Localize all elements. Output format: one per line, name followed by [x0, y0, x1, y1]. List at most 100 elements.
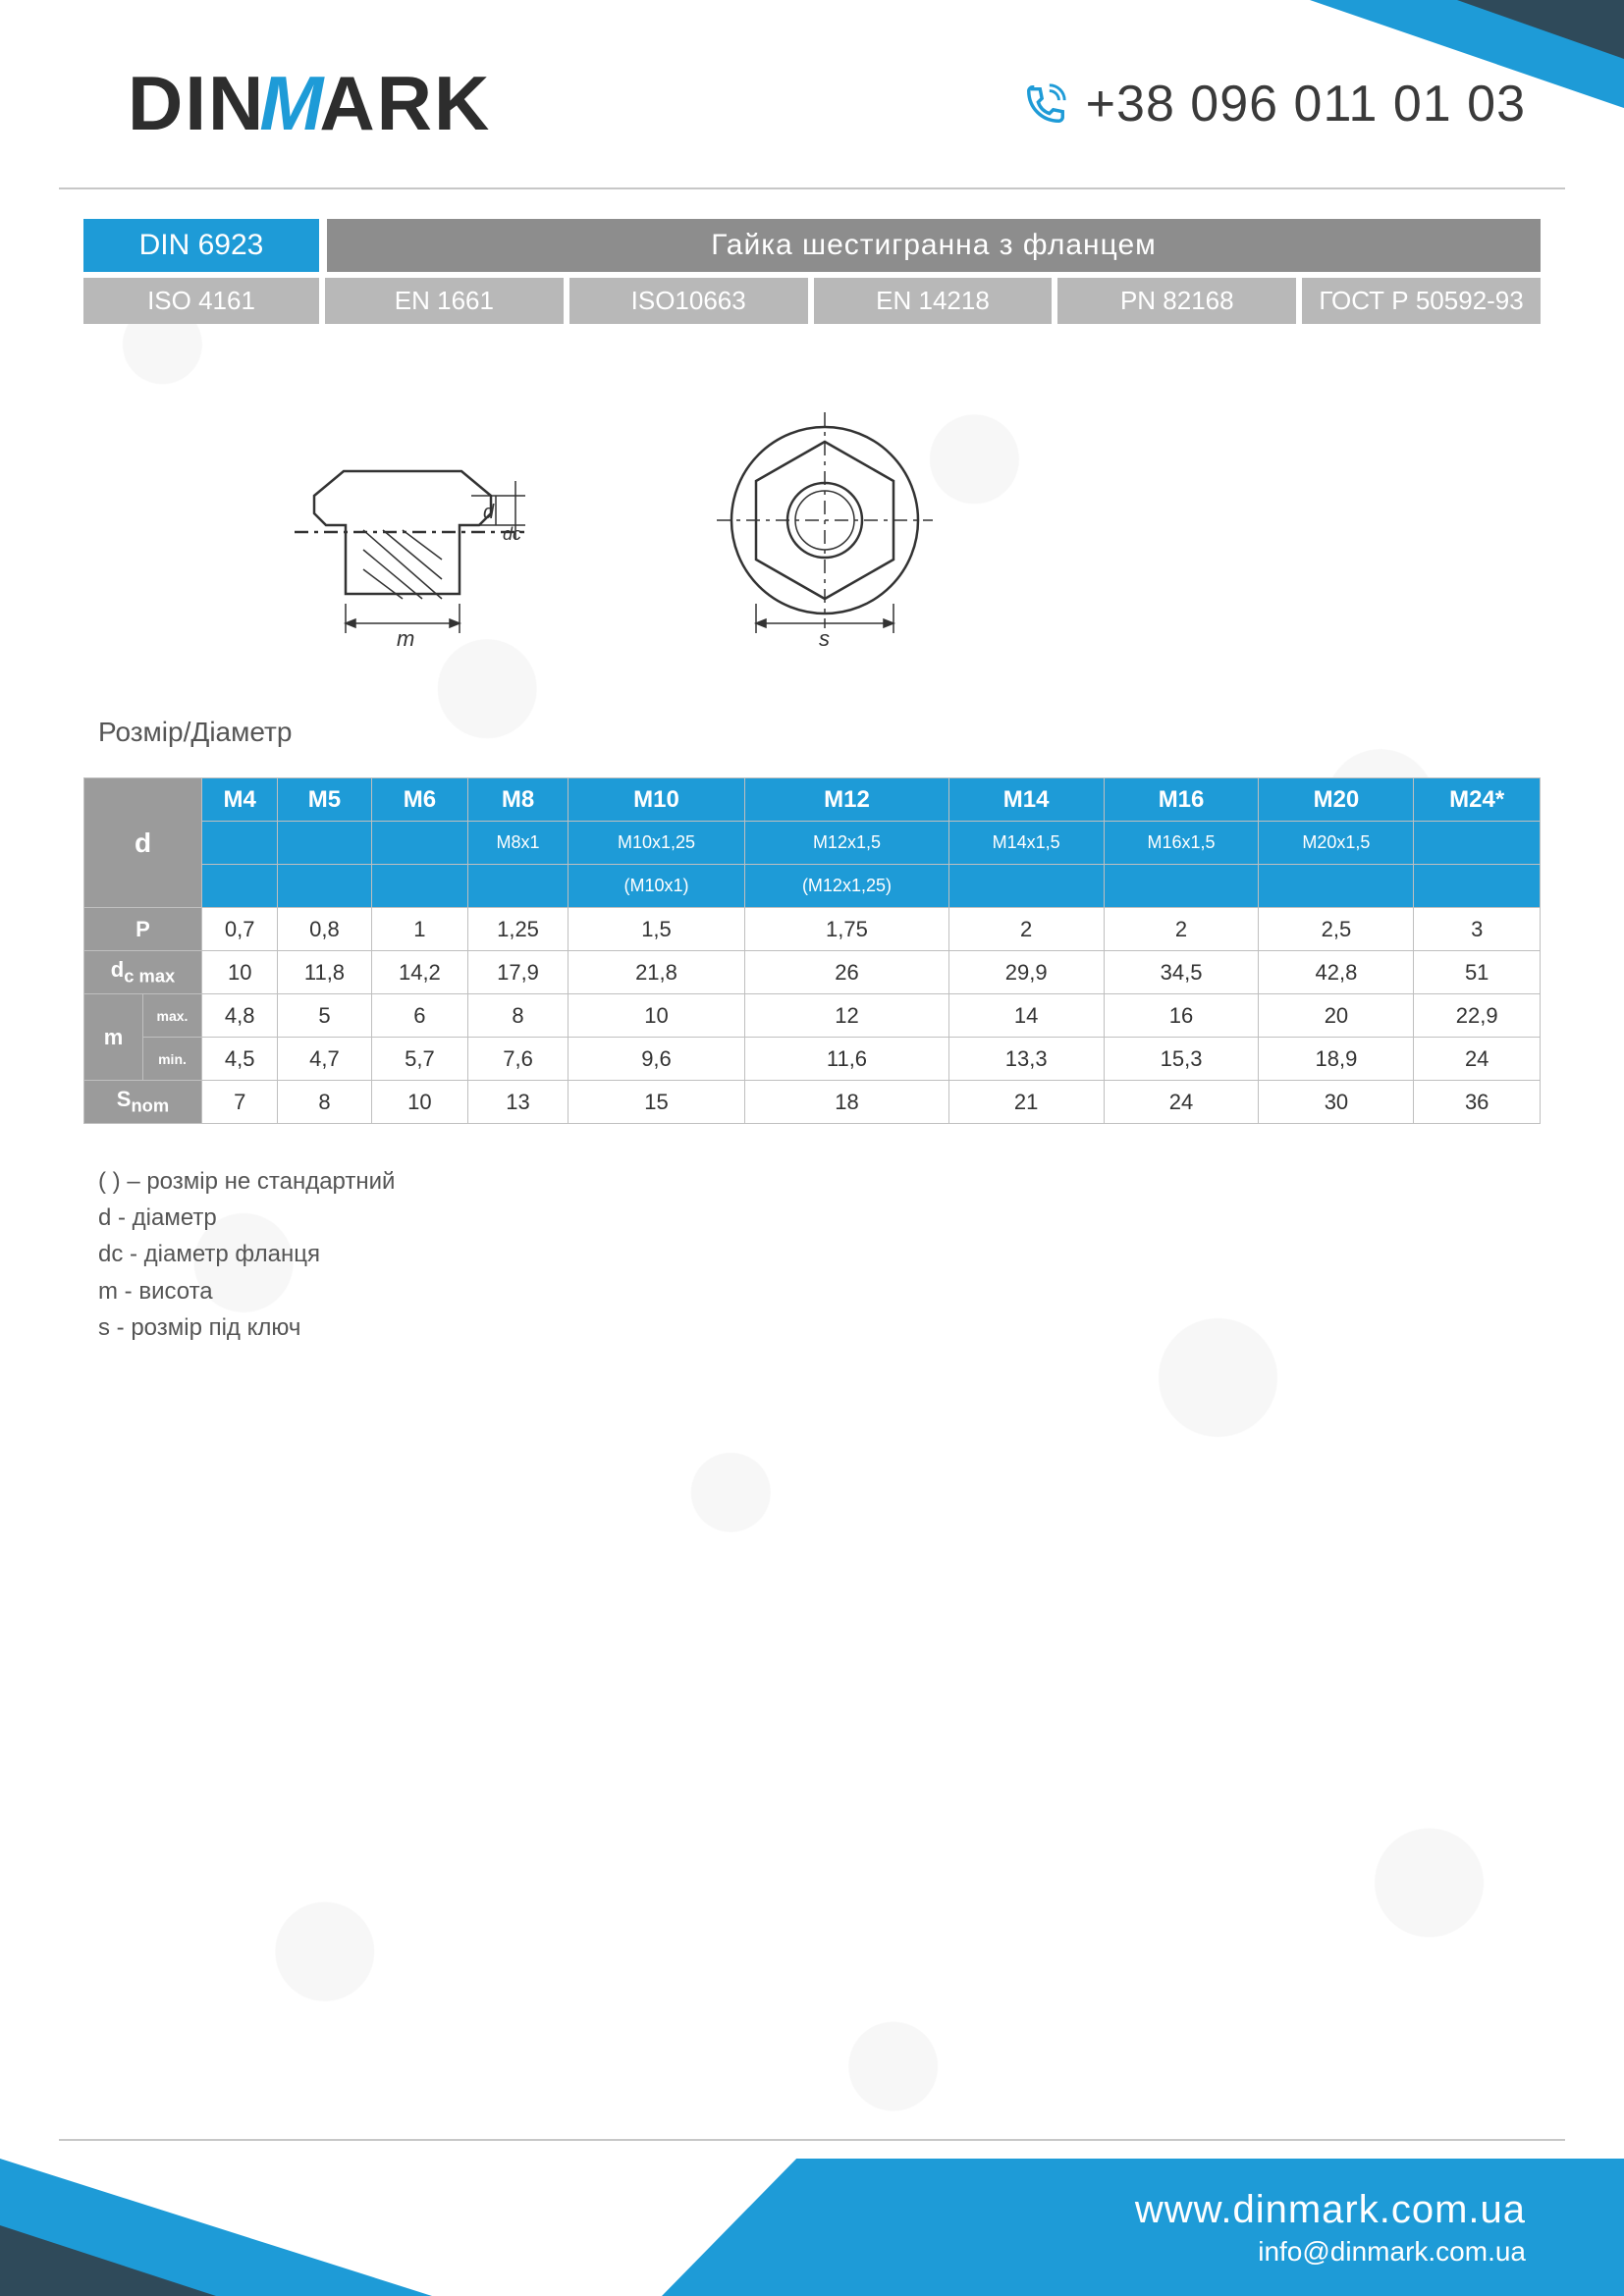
size-header: M14 — [948, 778, 1104, 822]
logo-text-m: M — [259, 59, 325, 148]
logo-text-pre: DIN — [128, 59, 265, 148]
val-S: 8 — [278, 1081, 371, 1124]
val-P: 2 — [1104, 908, 1259, 951]
row-label-P: P — [84, 908, 202, 951]
val-S: 10 — [371, 1081, 468, 1124]
footer-wedge: www.dinmark.com.ua info@dinmark.com.ua — [662, 2159, 1624, 2296]
val-m-min: 4,5 — [202, 1038, 278, 1081]
footer-mail: info@dinmark.com.ua — [1258, 2236, 1526, 2268]
size-fine2 — [1259, 865, 1414, 908]
standard-chip: EN 1661 — [325, 278, 564, 324]
val-S: 18 — [745, 1081, 948, 1124]
size-header: M8 — [468, 778, 568, 822]
val-P: 1 — [371, 908, 468, 951]
val-P: 0,8 — [278, 908, 371, 951]
size-header: M5 — [278, 778, 371, 822]
legend-line: ( ) – розмір не стандартний — [98, 1163, 1526, 1200]
val-dc: 42,8 — [1259, 951, 1414, 994]
dim-s: s — [819, 626, 830, 651]
size-fine2 — [1414, 865, 1541, 908]
standard-chip: PN 82168 — [1057, 278, 1296, 324]
legend-line: s - розмір під ключ — [98, 1309, 1526, 1346]
footer-triangle-dark — [0, 2225, 216, 2296]
size-fine1 — [202, 822, 278, 865]
val-m-max: 5 — [278, 994, 371, 1038]
row-label-d: d — [84, 778, 202, 908]
size-header: M10 — [568, 778, 744, 822]
val-dc: 34,5 — [1104, 951, 1259, 994]
footer: www.dinmark.com.ua info@dinmark.com.ua — [0, 2139, 1624, 2296]
size-fine2 — [468, 865, 568, 908]
size-header: M16 — [1104, 778, 1259, 822]
size-fine2 — [1104, 865, 1259, 908]
size-fine1: M8x1 — [468, 822, 568, 865]
val-P: 1,75 — [745, 908, 948, 951]
val-m-min: 7,6 — [468, 1038, 568, 1081]
val-m-max: 6 — [371, 994, 468, 1038]
val-m-min: 11,6 — [745, 1038, 948, 1081]
size-fine1 — [278, 822, 371, 865]
title-text: Гайка шестигранна з фланцем — [327, 219, 1541, 272]
val-dc: 17,9 — [468, 951, 568, 994]
size-fine2 — [278, 865, 371, 908]
val-m-min: 24 — [1414, 1038, 1541, 1081]
val-m-max: 10 — [568, 994, 744, 1038]
size-fine1 — [371, 822, 468, 865]
row-label-dc: dc max — [84, 951, 202, 994]
row-label-m-min: min. — [143, 1038, 202, 1081]
header-rule — [59, 187, 1565, 189]
title-code: DIN 6923 — [83, 219, 319, 272]
size-fine2 — [371, 865, 468, 908]
val-dc: 51 — [1414, 951, 1541, 994]
val-S: 36 — [1414, 1081, 1541, 1124]
val-m-min: 18,9 — [1259, 1038, 1414, 1081]
row-label-S: Snom — [84, 1081, 202, 1124]
header-corner-dark — [1457, 0, 1624, 59]
size-fine1: M16x1,5 — [1104, 822, 1259, 865]
val-m-min: 15,3 — [1104, 1038, 1259, 1081]
spec-table: dM4M5M6M8M10M12M14M16M20M24*M8x1M10x1,25… — [83, 777, 1541, 1124]
val-S: 24 — [1104, 1081, 1259, 1124]
val-P: 2 — [948, 908, 1104, 951]
val-dc: 29,9 — [948, 951, 1104, 994]
size-fine1: M14x1,5 — [948, 822, 1104, 865]
row-label-m: m — [84, 994, 143, 1081]
phone-icon — [1023, 81, 1068, 127]
standard-chip: ГОСТ Р 50592-93 — [1302, 278, 1541, 324]
size-header: M6 — [371, 778, 468, 822]
size-fine2 — [948, 865, 1104, 908]
val-S: 21 — [948, 1081, 1104, 1124]
size-fine1: M12x1,5 — [745, 822, 948, 865]
val-dc: 21,8 — [568, 951, 744, 994]
section-label: Розмір/Діаметр — [98, 717, 1624, 748]
size-header: M4 — [202, 778, 278, 822]
legend-line: m - висота — [98, 1273, 1526, 1309]
technical-drawings: m d dc — [275, 402, 1624, 658]
val-S: 30 — [1259, 1081, 1414, 1124]
drawing-side-view: m d dc — [275, 402, 569, 658]
val-m-max: 16 — [1104, 994, 1259, 1038]
val-S: 7 — [202, 1081, 278, 1124]
logo: DIN M ARK — [128, 59, 491, 148]
val-dc: 11,8 — [278, 951, 371, 994]
val-P: 1,5 — [568, 908, 744, 951]
title-row: DIN 6923 Гайка шестигранна з фланцем — [83, 219, 1541, 272]
size-fine2: (M12x1,25) — [745, 865, 948, 908]
standard-chip: ISO10663 — [569, 278, 808, 324]
val-P: 2,5 — [1259, 908, 1414, 951]
size-header: M24* — [1414, 778, 1541, 822]
val-m-max: 12 — [745, 994, 948, 1038]
val-m-max: 20 — [1259, 994, 1414, 1038]
val-S: 15 — [568, 1081, 744, 1124]
footer-rule — [59, 2139, 1565, 2141]
val-dc: 10 — [202, 951, 278, 994]
legend-line: d - діаметр — [98, 1200, 1526, 1236]
val-m-min: 4,7 — [278, 1038, 371, 1081]
size-fine1: M20x1,5 — [1259, 822, 1414, 865]
dim-m: m — [397, 626, 414, 651]
drawing-top-view: s — [687, 402, 962, 658]
row-label-m-max: max. — [143, 994, 202, 1038]
standard-chip: ISO 4161 — [83, 278, 319, 324]
size-fine2: (M10x1) — [568, 865, 744, 908]
val-S: 13 — [468, 1081, 568, 1124]
